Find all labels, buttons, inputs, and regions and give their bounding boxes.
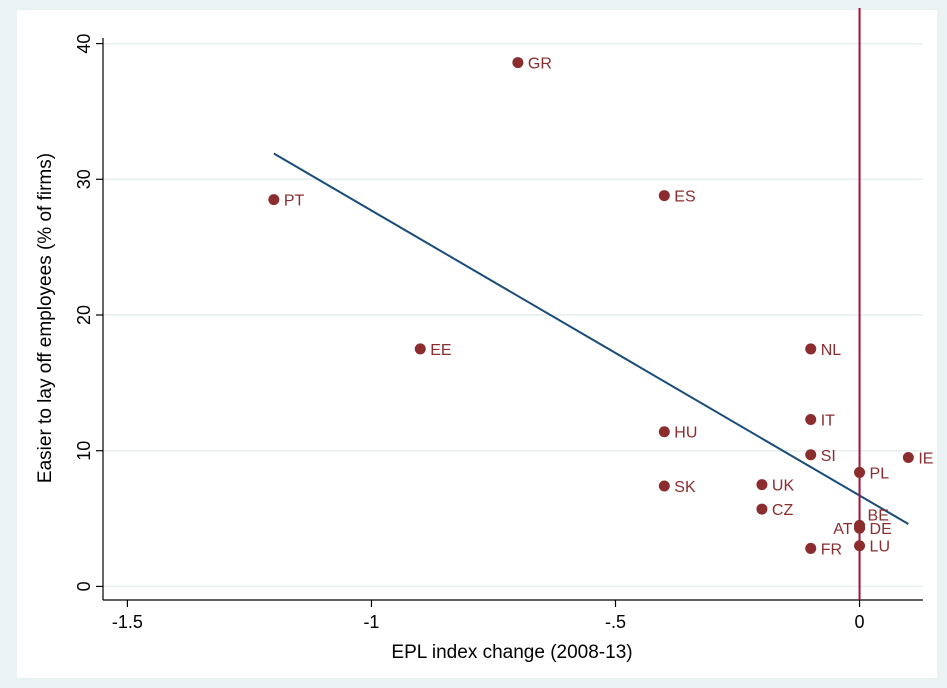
point-label-hu: HU <box>674 425 697 442</box>
point-gr <box>512 57 524 69</box>
point-label-nl: NL <box>821 342 842 359</box>
point-label-cz: CZ <box>772 502 794 519</box>
point-label-it: IT <box>821 413 835 430</box>
grid-lines <box>103 42 923 588</box>
point-ee <box>414 343 426 355</box>
point-pl <box>854 466 866 478</box>
plot-area <box>17 10 937 678</box>
fit-line-group <box>273 152 909 525</box>
point-label-gr: GR <box>528 56 552 73</box>
point-label-at: AT <box>833 521 852 538</box>
point-label-be: BE <box>868 507 889 524</box>
point-label-de: DE <box>870 521 892 538</box>
point-label-uk: UK <box>772 478 795 495</box>
point-nl <box>805 343 817 355</box>
axes: 0 10 20 30 40 -1.5 -1 -.5 0 <box>74 34 923 632</box>
point-cz <box>756 503 768 515</box>
point-hu <box>658 426 670 438</box>
point-label-si: SI <box>821 448 836 465</box>
point-de <box>854 522 866 534</box>
point-label-ee: EE <box>430 342 451 359</box>
x-axis-title: EPL index change (2008-13) <box>391 642 632 663</box>
point-es <box>658 190 670 202</box>
x-tick-label-1: -1 <box>363 612 379 632</box>
point-label-lu: LU <box>870 539 890 556</box>
point-si <box>805 449 817 461</box>
point-lu <box>854 540 866 552</box>
x-tick-label-3: 0 <box>855 612 865 632</box>
y-tick-label-40: 40 <box>74 34 94 54</box>
y-tick-label-10: 10 <box>74 441 94 461</box>
point-label-sk: SK <box>674 479 696 496</box>
y-tick-label-30: 30 <box>74 169 94 189</box>
point-it <box>805 414 817 425</box>
y-axis-title: Easier to lay off employees (% of firms) <box>35 153 56 483</box>
point-label-pl: PL <box>870 465 890 482</box>
point-fr <box>805 542 817 554</box>
point-sk <box>658 480 670 492</box>
point-label-ie: IE <box>918 451 933 468</box>
x-tick-label-0: -1.5 <box>112 612 143 632</box>
point-pt <box>268 194 280 206</box>
fit-line <box>273 152 909 525</box>
point-uk <box>756 479 768 491</box>
y-tick-label-0: 0 <box>74 581 94 591</box>
point-label-pt: PT <box>284 193 305 210</box>
point-ie <box>902 452 914 463</box>
y-tick-label-20: 20 <box>74 305 94 325</box>
x-tick-label-2: -.5 <box>605 612 626 632</box>
point-label-es: ES <box>674 189 695 206</box>
data-points <box>268 57 914 554</box>
point-label-fr: FR <box>821 541 842 558</box>
